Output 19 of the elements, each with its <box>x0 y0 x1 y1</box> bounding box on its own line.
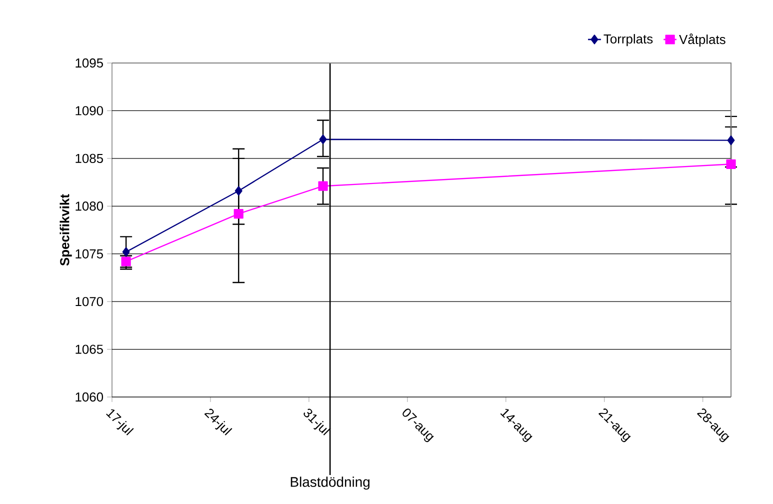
y-tick-label: 1060 <box>76 392 104 402</box>
legend-label: Torrplats <box>604 34 653 46</box>
y-tick-label: 1080 <box>76 202 104 211</box>
y-tick-label: 1085 <box>76 154 103 164</box>
y-tick-label: 1090 <box>76 106 104 116</box>
point <box>727 135 735 146</box>
point <box>726 159 736 169</box>
y-tick-label: 1095 <box>76 58 103 68</box>
point <box>122 247 130 257</box>
point <box>319 134 327 144</box>
y-tick-label: 1075 <box>76 249 103 258</box>
y-axis-title: Specifikvikt <box>60 194 72 266</box>
y-tick-label: 1070 <box>76 296 104 306</box>
point <box>318 181 328 191</box>
point <box>234 208 244 219</box>
ref-line-label: Blastdödning <box>290 476 370 490</box>
point <box>234 186 242 196</box>
legend-label: Våtplats <box>679 34 726 47</box>
y-tick-label: 1065 <box>76 344 103 354</box>
